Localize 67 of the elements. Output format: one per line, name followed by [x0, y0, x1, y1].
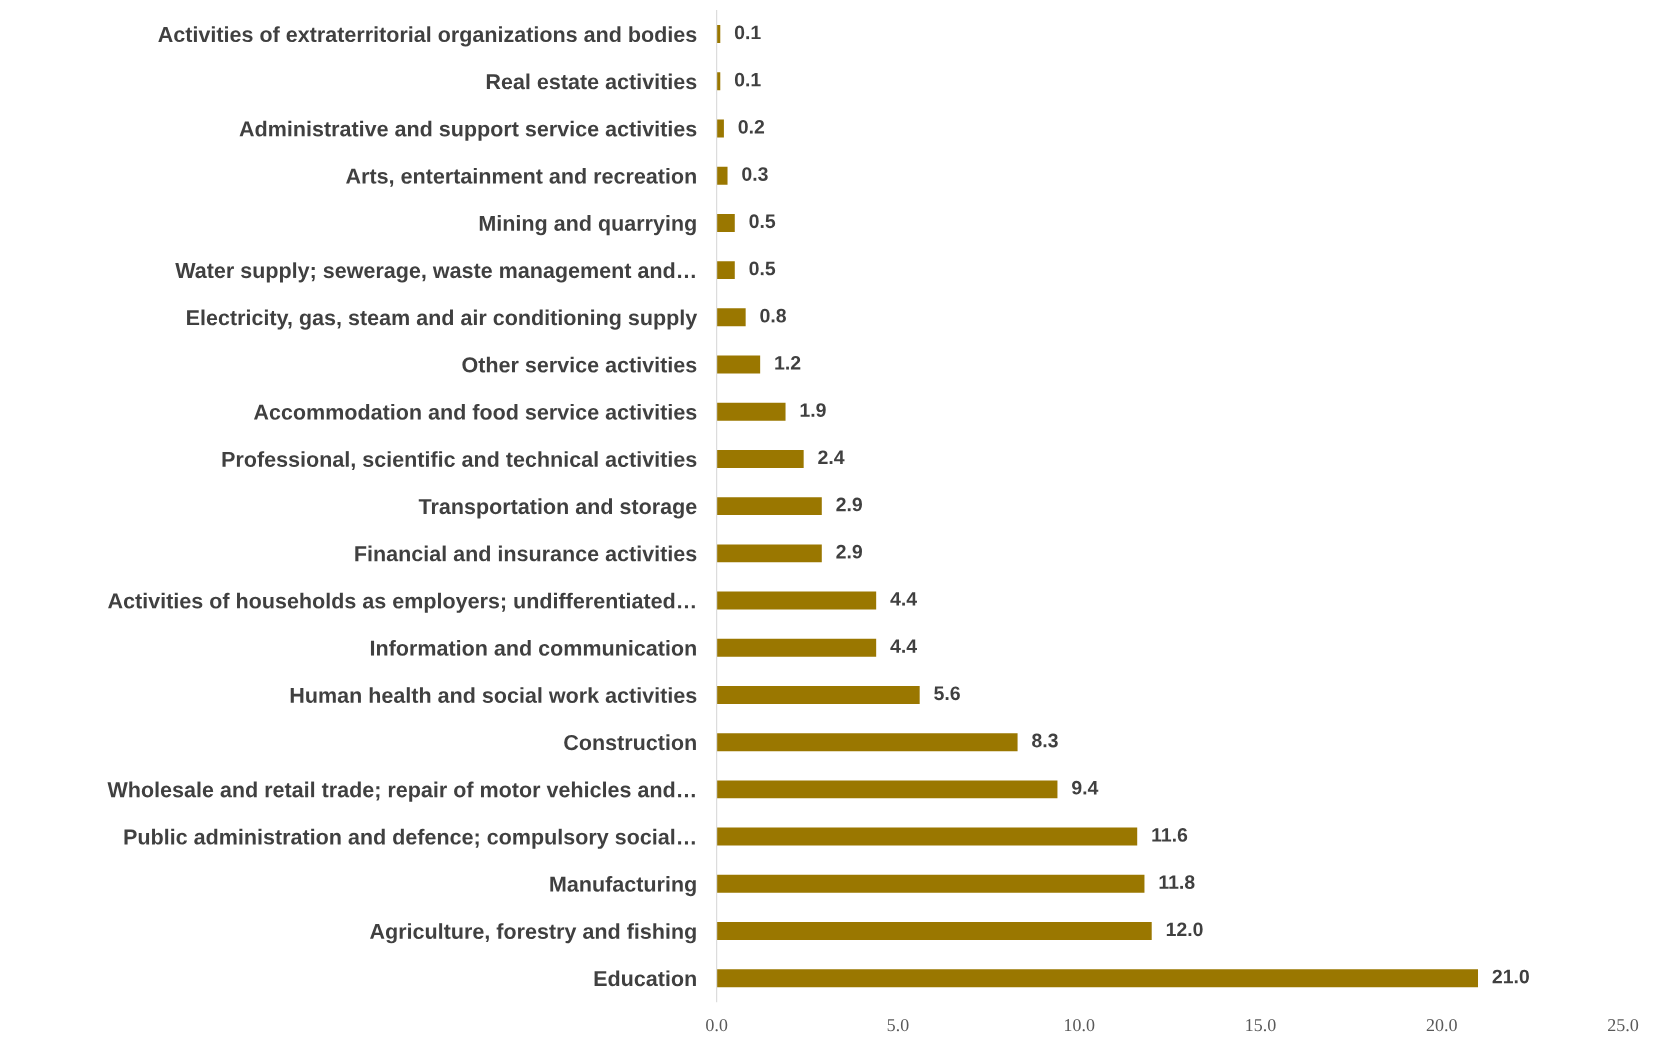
y-tick-label: Human health and social work activities — [290, 687, 697, 703]
data-label: 9.4 — [1072, 780, 1099, 795]
y-tick-label: Manufacturing — [550, 875, 696, 897]
y-tick-label: Activities of extraterritorial organizations and bodies — [158, 26, 697, 47]
bar — [716, 119, 724, 138]
data-label: 0.3 — [742, 167, 768, 181]
bar — [716, 780, 1058, 799]
bar — [716, 261, 735, 280]
bar — [716, 827, 1138, 846]
bar — [716, 969, 1479, 988]
y-tick-label: Electricity, gas, steam and air conditioning supply — [187, 309, 698, 330]
data-label: 11.6 — [1152, 828, 1188, 842]
bar — [716, 497, 822, 516]
data-label: 0.5 — [749, 261, 776, 276]
data-label: 0.1 — [734, 25, 761, 40]
x-tick-label: 5.0 — [887, 1018, 909, 1032]
y-tick-label: Information and communication — [370, 639, 696, 656]
bar — [716, 874, 1145, 893]
data-label: 2.9 — [836, 497, 862, 512]
x-tick-label: 0.0 — [706, 1018, 728, 1032]
bar — [716, 733, 1018, 752]
bar — [716, 355, 761, 374]
bar — [716, 638, 877, 657]
data-label: 5.6 — [934, 686, 960, 701]
y-tick-label: Transportation and storage — [418, 498, 697, 519]
bar — [716, 308, 746, 327]
bar — [716, 166, 728, 185]
data-label: 21.0 — [1492, 969, 1529, 984]
bar — [716, 402, 786, 421]
data-label: 0.8 — [760, 308, 786, 323]
data-label: 1.9 — [800, 403, 826, 417]
x-tick-label: 25.0 — [1608, 1018, 1639, 1032]
data-label: 0.1 — [734, 72, 761, 87]
data-label: 0.5 — [749, 214, 776, 229]
data-label: 2.9 — [836, 544, 862, 559]
data-label: 8.3 — [1032, 733, 1058, 748]
y-tick-label: Professional, scientific and technical activities — [222, 451, 697, 471]
bar — [716, 544, 822, 563]
y-tick-label: Accommodation and food service activities — [253, 403, 697, 420]
y-tick-label: Mining and quarrying — [479, 215, 696, 236]
bar — [716, 685, 920, 704]
x-tick-label: 15.0 — [1246, 1018, 1276, 1032]
y-tick-label: Real estate activities — [486, 73, 697, 90]
y-tick-label: Arts, entertainment and recreation — [346, 167, 696, 187]
bar — [716, 922, 1152, 940]
y-tick-label: Public administration and defence; compulsory social… — [124, 828, 695, 849]
y-tick-label: Water supply; sewerage, waste management and… — [175, 262, 695, 283]
x-tick-label: 10.0 — [1064, 1018, 1095, 1032]
data-label: 2.4 — [818, 450, 845, 464]
y-tick-label: Agriculture, forestry and fishing — [370, 923, 696, 944]
data-label: 0.2 — [738, 119, 765, 134]
y-tick-label: Construction — [564, 734, 696, 751]
data-label: 12.0 — [1166, 922, 1203, 937]
y-tick-label: Education — [594, 970, 696, 987]
data-label: 11.8 — [1159, 875, 1195, 889]
bar — [716, 449, 804, 468]
data-label: 4.4 — [890, 639, 917, 653]
data-label: 1.2 — [775, 355, 801, 370]
bar — [716, 213, 735, 232]
y-tick-label: Activities of households as employers; undifferentiated… — [108, 592, 695, 613]
x-tick-label: 20.0 — [1426, 1018, 1457, 1032]
data-label: 4.4 — [890, 592, 917, 606]
y-tick-label: Wholesale and retail trade; repair of motor vehicles and… — [107, 781, 695, 802]
y-tick-label: Administrative and support service activities — [239, 120, 697, 141]
y-tick-label: Financial and insurance activities — [355, 545, 697, 562]
bar — [716, 591, 877, 610]
y-tick-label: Other service activities — [462, 356, 697, 373]
